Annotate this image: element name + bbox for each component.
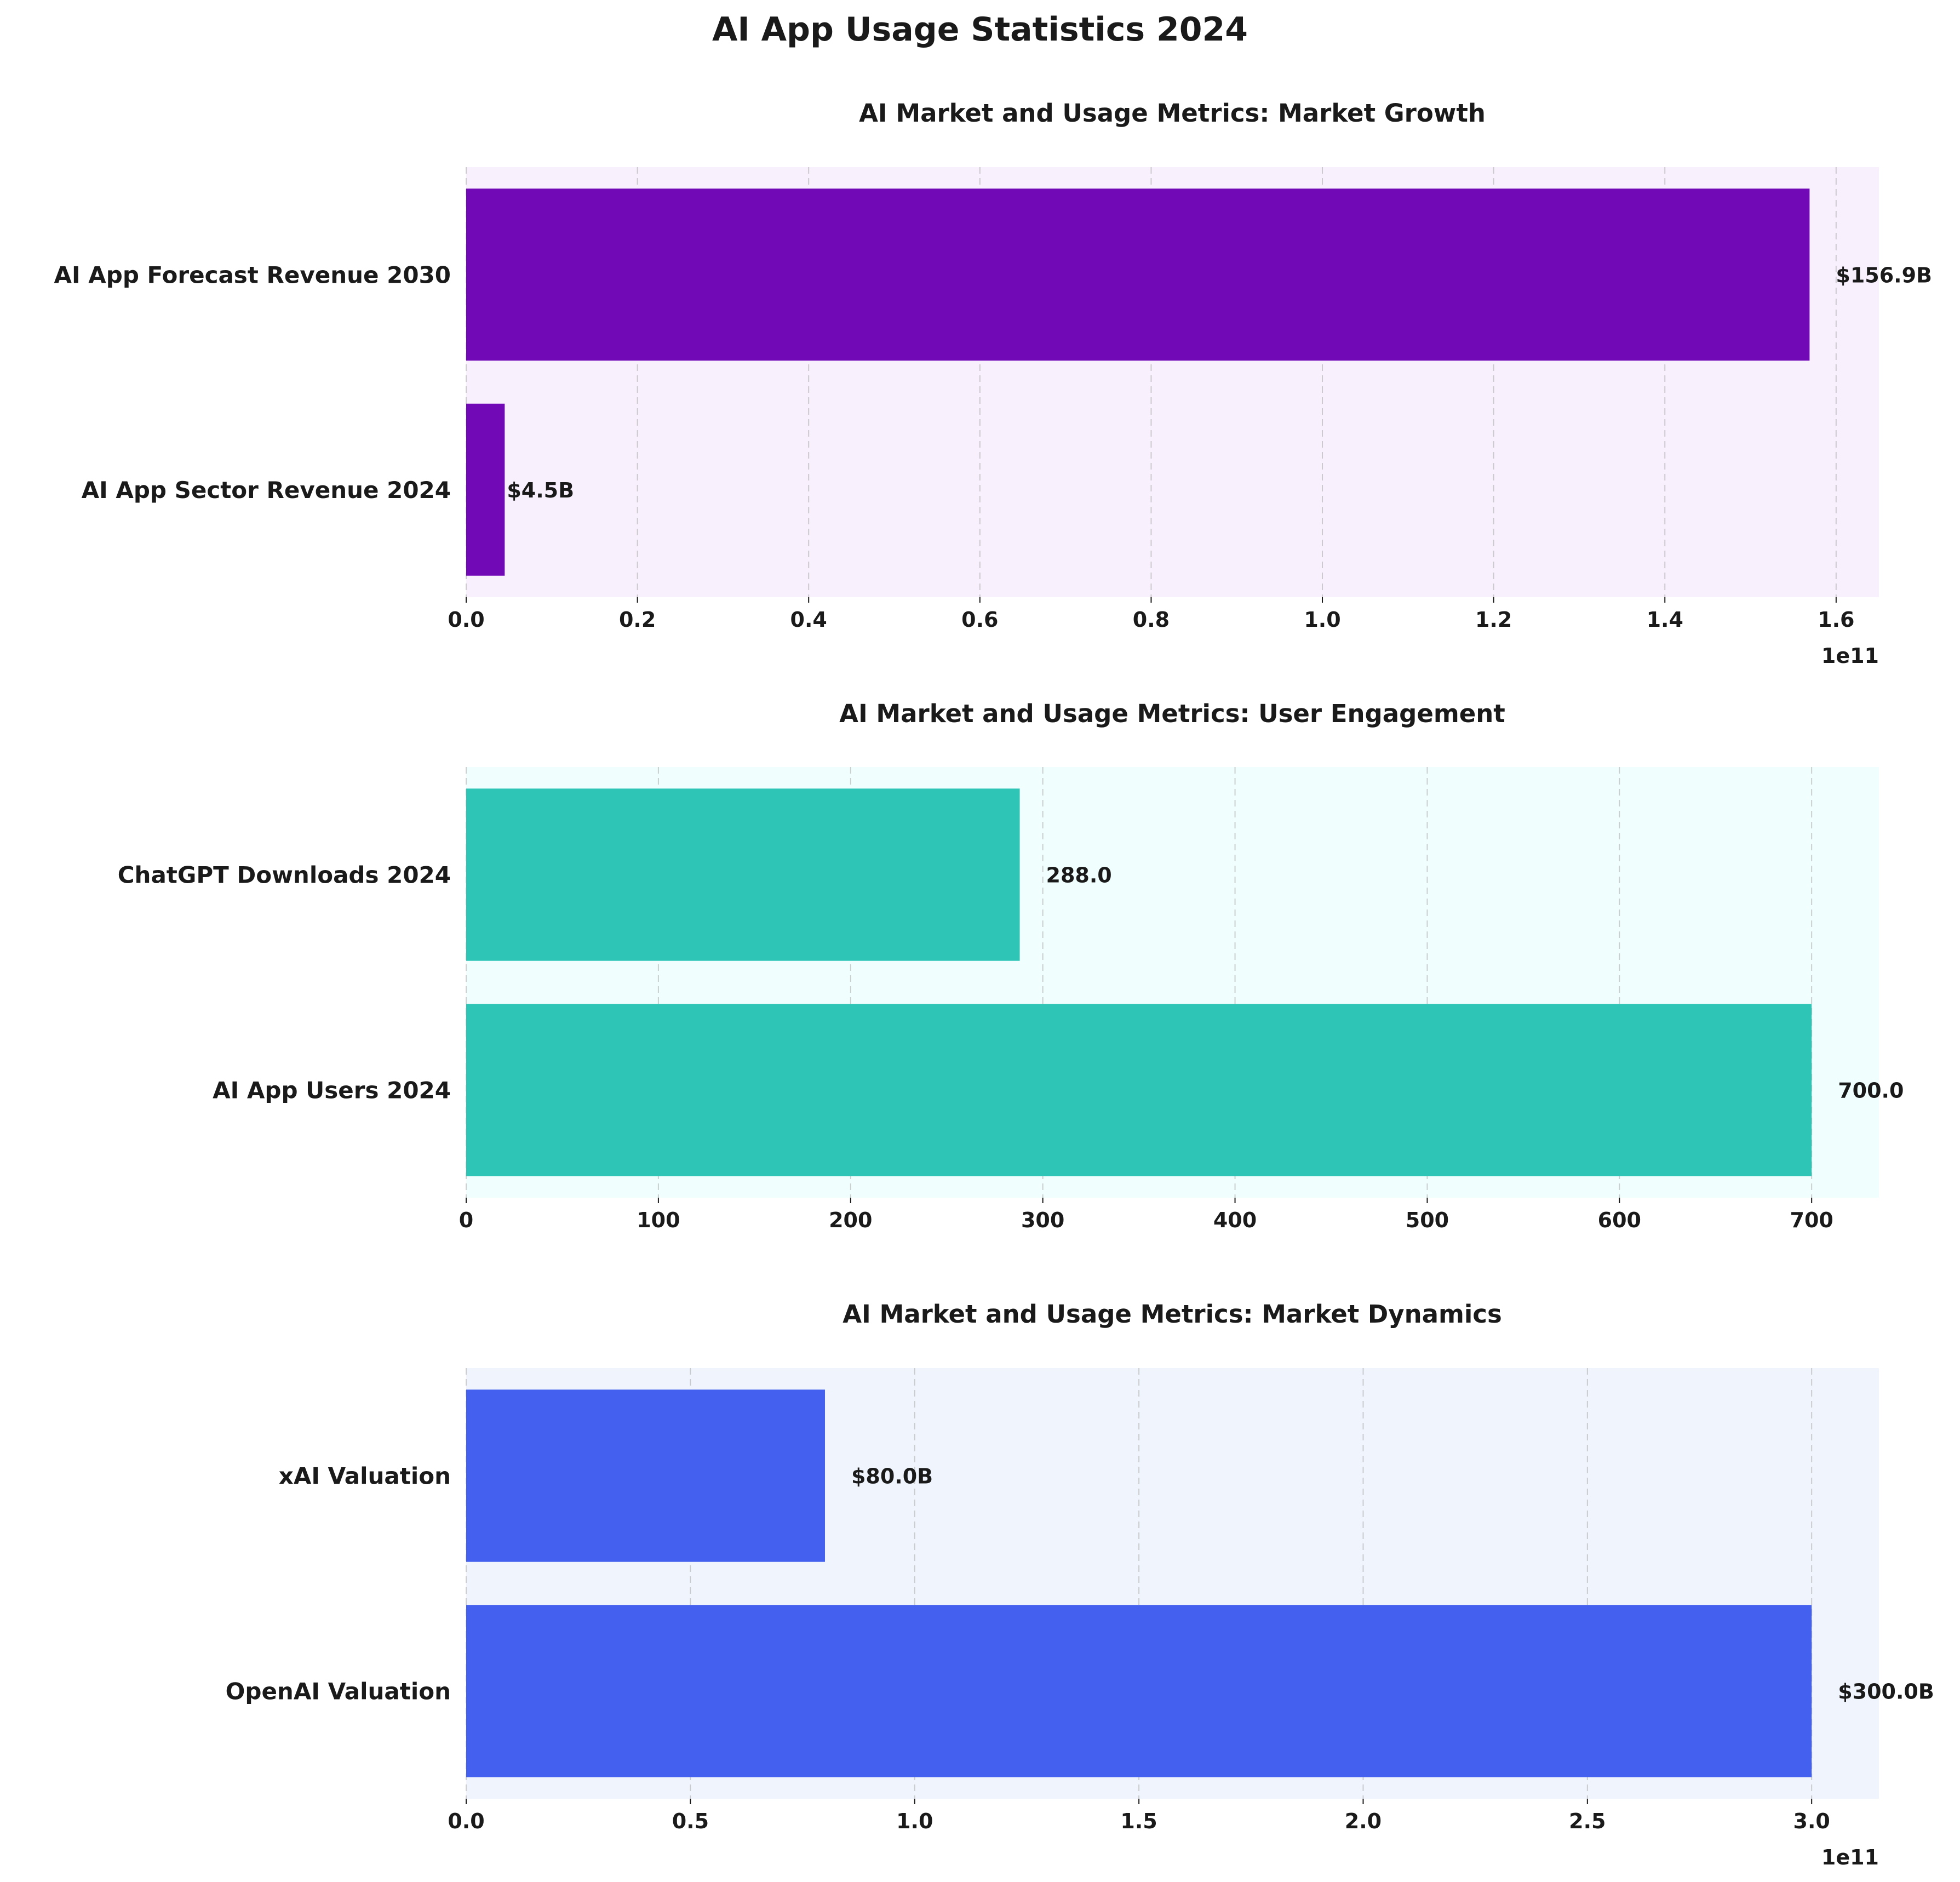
- tick-label: 100: [637, 1208, 680, 1232]
- tick-label: 0.6: [961, 608, 998, 632]
- tick-label: 700: [1790, 1208, 1833, 1232]
- bar: [466, 188, 1810, 361]
- tick-label: 0.0: [448, 1809, 484, 1833]
- tick-label: 2.5: [1569, 1809, 1606, 1833]
- tick-label: 1.5: [1120, 1809, 1157, 1833]
- tick-label: 0.4: [790, 608, 827, 632]
- tick-label: 600: [1598, 1208, 1641, 1232]
- data-label: $300.0B: [1838, 1680, 1934, 1704]
- data-label: $80.0B: [851, 1465, 933, 1489]
- category-label: AI App Forecast Revenue 2030: [54, 261, 451, 288]
- tick-label: 1.0: [1304, 608, 1340, 632]
- bar: [466, 1389, 825, 1562]
- panel-user-engagement: AI Market and Usage Metrics: User Engage…: [118, 699, 1904, 1232]
- tick-label: 2.0: [1345, 1809, 1382, 1833]
- tick-label: 300: [1021, 1208, 1064, 1232]
- category-label: AI App Sector Revenue 2024: [82, 477, 451, 504]
- axis-offset-label: 1e11: [1821, 644, 1879, 668]
- panel-market-dynamics: AI Market and Usage Metrics: Market Dyna…: [226, 1300, 1934, 1869]
- figure-title: AI App Usage Statistics 2024: [712, 10, 1248, 49]
- tick-label: 500: [1406, 1208, 1449, 1232]
- tick-label: 1.2: [1475, 608, 1512, 632]
- category-label: OpenAI Valuation: [226, 1678, 451, 1705]
- panel-market-growth: AI Market and Usage Metrics: Market Grow…: [54, 99, 1932, 668]
- tick-label: 3.0: [1793, 1809, 1830, 1833]
- panel-title: AI Market and Usage Metrics: Market Grow…: [859, 99, 1486, 128]
- tick-label: 0.0: [448, 608, 484, 632]
- bar: [466, 403, 505, 576]
- tick-label: 0: [459, 1208, 473, 1232]
- axis-offset-label: 1e11: [1821, 1845, 1879, 1869]
- tick-label: 1.4: [1647, 608, 1683, 632]
- bar: [466, 788, 1020, 961]
- tick-label: 0.5: [672, 1809, 709, 1833]
- panel-title: AI Market and Usage Metrics: User Engage…: [839, 699, 1505, 728]
- bar: [466, 1004, 1812, 1176]
- category-label: AI App Users 2024: [213, 1077, 451, 1104]
- tick-label: 400: [1213, 1208, 1257, 1232]
- data-label: 700.0: [1838, 1079, 1904, 1103]
- category-label: ChatGPT Downloads 2024: [118, 862, 451, 889]
- bar: [466, 1605, 1812, 1777]
- tick-label: 0.2: [619, 608, 656, 632]
- tick-label: 1.0: [896, 1809, 933, 1833]
- data-label: $4.5B: [507, 478, 574, 502]
- tick-label: 0.8: [1133, 608, 1170, 632]
- panel-title: AI Market and Usage Metrics: Market Dyna…: [843, 1300, 1502, 1329]
- category-label: xAI Valuation: [279, 1463, 451, 1490]
- data-label: $156.9B: [1836, 263, 1932, 287]
- tick-label: 200: [829, 1208, 872, 1232]
- tick-label: 1.6: [1818, 608, 1854, 632]
- data-label: 288.0: [1046, 863, 1112, 888]
